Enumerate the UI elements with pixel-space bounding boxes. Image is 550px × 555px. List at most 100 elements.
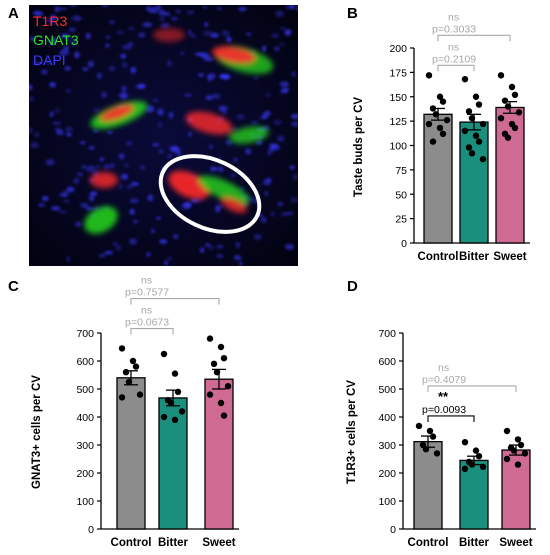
dapi-nucleus <box>211 93 221 100</box>
dapi-nucleus <box>30 142 40 149</box>
panel-letter-d: D <box>347 278 358 295</box>
data-point <box>501 97 509 104</box>
dapi-nucleus <box>60 33 70 40</box>
y-tick-label: 600 <box>378 356 396 368</box>
dapi-nucleus <box>279 26 286 30</box>
bar-sweet <box>495 106 525 244</box>
dapi-nucleus <box>258 116 265 120</box>
dapi-nucleus <box>58 7 67 11</box>
dapi-nucleus <box>120 53 127 59</box>
legend-dapi: DAPI <box>33 52 66 68</box>
dapi-nucleus <box>183 201 192 209</box>
legend-t1r3: T1R3 <box>33 13 68 29</box>
dapi-nucleus <box>236 113 245 120</box>
dapi-nucleus <box>233 157 238 162</box>
significance-mark: ns <box>141 275 152 287</box>
p-value-label: p=0.4079 <box>422 374 466 386</box>
dapi-nucleus <box>203 57 214 62</box>
dapi-nucleus <box>209 166 218 172</box>
data-point <box>439 98 447 105</box>
data-point <box>461 127 469 135</box>
data-point <box>415 422 423 430</box>
dapi-nucleus <box>75 221 82 228</box>
dapi-nucleus <box>279 81 289 87</box>
data-point <box>510 447 518 454</box>
dapi-nucleus <box>173 234 179 240</box>
data-point <box>443 116 451 124</box>
data-point <box>504 134 512 141</box>
dapi-nucleus <box>238 6 247 12</box>
dapi-nucleus <box>197 73 204 77</box>
dapi-nucleus <box>215 253 224 259</box>
data-point <box>503 455 511 463</box>
data-point <box>206 391 214 398</box>
dapi-nucleus <box>292 174 298 180</box>
data-point <box>468 115 476 122</box>
dapi-nucleus <box>130 66 137 74</box>
dapi-nucleus <box>280 88 289 94</box>
dapi-nucleus <box>158 122 163 128</box>
dapi-nucleus <box>218 166 224 173</box>
significance-bracket <box>427 385 517 392</box>
dapi-nucleus <box>267 146 275 153</box>
dapi-nucleus <box>82 67 89 72</box>
data-point <box>472 132 480 139</box>
dapi-nucleus <box>67 37 77 43</box>
y-tick-label: 0 <box>390 524 396 536</box>
dapi-nucleus <box>65 126 73 132</box>
dapi-nucleus <box>66 132 72 137</box>
p-value-label: p=0.0093 <box>422 404 466 416</box>
dapi-nucleus <box>49 81 56 88</box>
dapi-nucleus <box>156 4 162 11</box>
data-point <box>511 91 519 99</box>
panel-letter-a: A <box>8 5 19 22</box>
data-point <box>475 138 483 145</box>
data-point <box>479 463 487 471</box>
dapi-nucleus <box>86 165 96 173</box>
dapi-nucleus <box>27 96 35 102</box>
category-label: Control <box>408 537 449 549</box>
dapi-nucleus <box>210 32 219 38</box>
data-point <box>217 399 225 407</box>
dapi-nucleus <box>195 52 205 57</box>
dapi-nucleus <box>171 16 178 21</box>
dapi-nucleus <box>147 194 154 202</box>
dapi-nucleus <box>233 255 242 261</box>
dapi-nucleus <box>199 247 205 253</box>
data-point <box>217 343 225 351</box>
y-axis-label: T1R3+ cells per CV <box>346 380 358 484</box>
dapi-nucleus <box>225 139 233 146</box>
data-point <box>436 124 444 132</box>
y-tick-label: 300 <box>378 440 396 452</box>
data-point <box>508 83 516 91</box>
dapi-nucleus <box>66 186 75 193</box>
dapi-nucleus <box>216 245 224 249</box>
dapi-nucleus <box>262 179 271 186</box>
dapi-nucleus <box>290 196 300 203</box>
dapi-nucleus <box>208 144 214 149</box>
data-point <box>174 388 182 395</box>
data-point <box>439 130 447 137</box>
dapi-nucleus <box>264 191 269 196</box>
dapi-nucleus <box>120 173 129 180</box>
y-tick-label: 700 <box>378 328 396 340</box>
dapi-nucleus <box>105 43 110 48</box>
dapi-nucleus <box>26 84 33 91</box>
data-point <box>517 441 525 449</box>
dapi-nucleus <box>73 177 80 184</box>
roi-circle <box>158 154 262 234</box>
dapi-nucleus <box>202 30 213 37</box>
significance-mark: ns <box>141 305 152 317</box>
data-point <box>461 439 469 446</box>
legend-gnat3: GNAT3 <box>33 32 79 48</box>
dapi-nucleus <box>271 32 280 39</box>
y-tick-label: 100 <box>76 496 94 508</box>
data-point <box>425 72 433 79</box>
data-point <box>461 465 469 472</box>
dapi-nucleus <box>290 121 301 127</box>
dapi-nucleus <box>265 92 271 97</box>
dapi-nucleus <box>126 184 133 189</box>
data-point <box>429 138 437 145</box>
data-point <box>171 416 179 423</box>
